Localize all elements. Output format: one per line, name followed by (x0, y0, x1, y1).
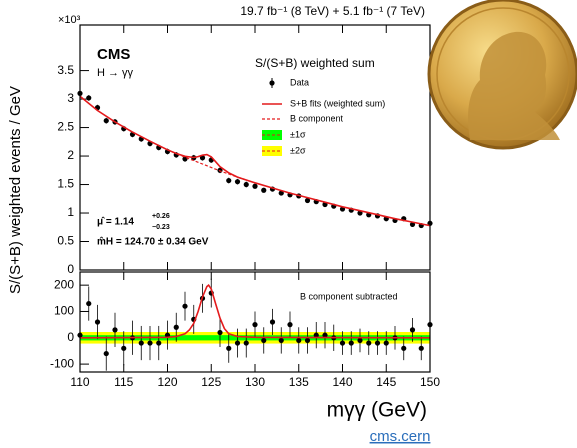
legend-label: B component (290, 113, 344, 123)
x-tick-label: 130 (245, 375, 265, 389)
y-tick-label: 3 (67, 91, 74, 105)
x-tick-label: 125 (201, 375, 221, 389)
x-tick-label: 135 (289, 375, 309, 389)
y-tick-label: 0.5 (57, 234, 74, 248)
data-point (244, 182, 249, 187)
data-point (121, 346, 126, 351)
chart-title: 19.7 fb⁻¹ (8 TeV) + 5.1 fb⁻¹ (7 TeV) (240, 4, 425, 18)
y-tick-label: 1.5 (57, 177, 74, 191)
y-tick-label: 2.5 (57, 120, 74, 134)
fit-line (80, 96, 430, 225)
chart: 19.7 fb⁻¹ (8 TeV) + 5.1 fb⁻¹ (7 TeV) ×10… (0, 0, 577, 448)
x-tick-label: 150 (420, 375, 440, 389)
y-tick-label: 3.5 (57, 63, 74, 77)
legend-label: S+B fits (weighted sum) (290, 98, 385, 108)
x-tick-label: 145 (376, 375, 396, 389)
data-point (226, 346, 231, 351)
y-tick-label: 2 (67, 148, 74, 162)
data-point (226, 178, 231, 183)
data-point (261, 338, 266, 343)
data-point (401, 346, 406, 351)
x-tick-label: 140 (332, 375, 352, 389)
data-point (244, 340, 249, 345)
legend-label: Data (290, 77, 309, 87)
y-tick-label: 200 (54, 277, 74, 291)
channel-label: H → γγ (97, 67, 134, 79)
data-point (279, 338, 284, 343)
data-point (174, 325, 179, 330)
x-tick-label: 120 (157, 375, 177, 389)
panel-annotation: B component subtracted (300, 291, 398, 301)
legend-label: ±1σ (290, 129, 306, 139)
data-point (287, 322, 292, 327)
legend-marker (269, 80, 274, 85)
data-point (305, 338, 310, 343)
data-point (349, 340, 354, 345)
data-point (86, 301, 91, 306)
data-point (104, 118, 109, 123)
mass-annotation: m̂H = 124.70 ± 0.34 GeV (97, 237, 209, 248)
data-point (261, 188, 266, 193)
data-point (182, 304, 187, 309)
y-tick-label: 0 (67, 262, 74, 276)
data-point (95, 319, 100, 324)
data-point (384, 340, 389, 345)
data-point (252, 322, 257, 327)
mu-annotation: μ̂ = 1.14 (97, 217, 134, 228)
data-point (410, 327, 415, 332)
data-point (235, 179, 240, 184)
data-point (139, 340, 144, 345)
data-point (296, 338, 301, 343)
experiment-label: CMS (97, 46, 130, 63)
data-point (112, 327, 117, 332)
legend-title: S/(S+B) weighted sum (255, 56, 375, 70)
x-axis-label: mγγ (GeV) (327, 399, 427, 422)
y-tick-label: 100 (54, 304, 74, 318)
medal-image (429, 0, 577, 148)
mu-down: −0.23 (152, 224, 170, 231)
legend-label: ±2σ (290, 145, 306, 155)
data-point (147, 340, 152, 345)
data-point (235, 340, 240, 345)
data-point (366, 340, 371, 345)
data-point (104, 351, 109, 356)
data-point (270, 319, 275, 324)
y-tick-label: 1 (67, 205, 74, 219)
data-point (340, 340, 345, 345)
x-tick-label: 115 (114, 375, 133, 389)
y-tick-label: 0 (67, 330, 74, 344)
y-multiplier: ×10³ (58, 14, 81, 26)
data-point (156, 340, 161, 345)
link[interactable]: cms.cern (370, 428, 431, 445)
data-point (86, 95, 91, 100)
data-point (217, 330, 222, 335)
mu-up: +0.26 (152, 213, 170, 220)
data-point (357, 338, 362, 343)
y-axis-label: S/(S+B) weighted events / GeV (7, 86, 24, 294)
y-tick-label: -100 (50, 356, 74, 370)
data-point (375, 340, 380, 345)
data-point (419, 346, 424, 351)
x-tick-label: 110 (70, 375, 89, 389)
data-point (252, 184, 257, 189)
